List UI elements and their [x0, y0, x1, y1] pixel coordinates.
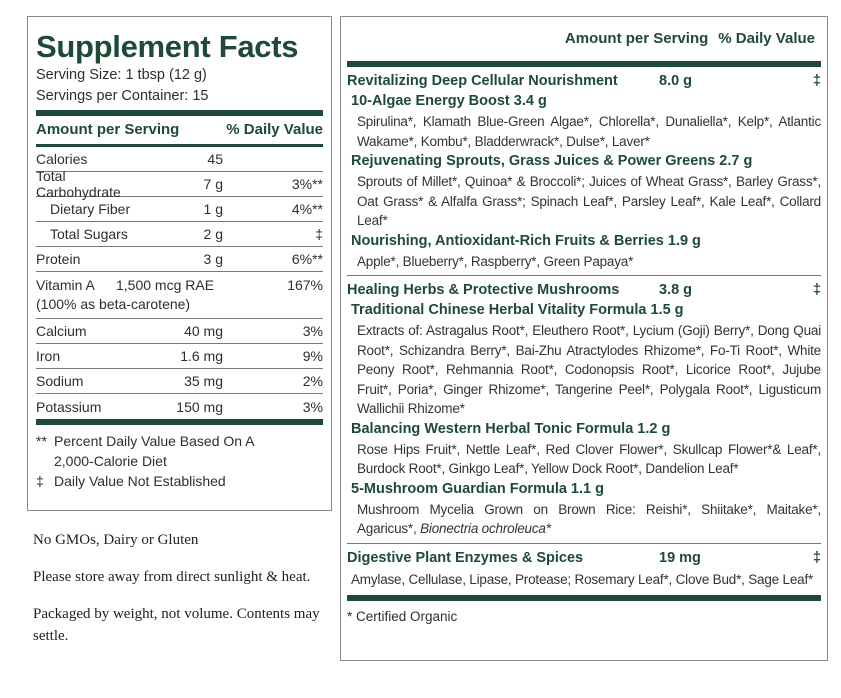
footnote-cont: 2,000-Calorie Diet: [36, 451, 323, 471]
nutrient-dv: 3%: [302, 398, 323, 415]
blend-title: Balancing Western Herbal Tonic Formula 1…: [351, 420, 671, 437]
footnote-symbol: **: [36, 433, 47, 449]
nutrient-dv: 6%**: [291, 251, 323, 267]
nutrient-dv: 167%: [287, 277, 323, 293]
blend-title: Traditional Chinese Herbal Vitality Form…: [351, 302, 684, 318]
blend-ingredients: Extracts of: Astragalus Root*, Eleuthero…: [357, 323, 821, 416]
nutrient-row-calories: Calories 45: [36, 147, 323, 172]
nutrient-name: Vitamin A: [36, 277, 95, 293]
nutrient-dv: 3%**: [291, 176, 323, 192]
section-title: Digestive Plant Enzymes & Spices: [347, 549, 584, 566]
nutrient-amount: 1 g: [203, 201, 223, 217]
amount-header: Amount per Serving: [564, 30, 709, 47]
divider-thick: [347, 595, 821, 601]
section-dv: ‡: [812, 73, 821, 89]
divider-thick: [347, 61, 821, 67]
certified-organic-note: * Certified Organic: [347, 609, 458, 624]
blend-title: Nourishing, Antioxidant-Rich Fruits & Be…: [351, 232, 701, 249]
section-header: Revitalizing Deep Cellular Nourishment 8.…: [347, 67, 821, 91]
nutrient-row-protein: Protein 3 g 6%**: [36, 247, 323, 272]
blend-title: 10-Algae Energy Boost 3.4 g: [351, 93, 547, 109]
blend-title: 5-Mushroom Guardian Formula 1.1 g: [351, 480, 604, 497]
nutrient-amount: 1.6 mg: [180, 348, 223, 364]
amount-header: Amount per Serving: [36, 121, 180, 138]
section-dv: ‡: [812, 549, 821, 566]
nutrient-amount: 3 g: [203, 251, 223, 267]
divider: [36, 144, 323, 147]
nutrient-amount: 45: [207, 151, 223, 167]
nutrient-dv: 9%: [302, 348, 323, 364]
nutrient-name: Potassium: [36, 398, 102, 415]
nutrient-name: Calories: [36, 151, 88, 167]
section-amount: 8.0 g: [659, 73, 693, 89]
note-storage: Please store away from direct sunlight &…: [33, 569, 311, 585]
nutrient-row-sugars: Total Sugars 2 g ‡: [36, 222, 323, 247]
supplement-facts-panel: Supplement Facts Serving Size: 1 tbsp (1…: [27, 16, 332, 511]
nutrient-amount: 2 g: [203, 226, 223, 242]
nutrient-name: Sodium: [36, 373, 84, 389]
section-amount: 3.8 g: [659, 282, 693, 298]
servings-per-container: Servings per Container: 15: [36, 88, 209, 104]
nutrient-name: Protein: [36, 251, 81, 267]
blend-ingredients: Rose Hips Fruit*, Nettle Leaf*, Red Clov…: [357, 441, 821, 477]
nutrient-dv: 2%: [302, 373, 323, 389]
panel-title: Supplement Facts: [36, 29, 299, 64]
blend-ingredients: Apple*, Blueberry*, Raspberry*, Green Pa…: [357, 253, 634, 269]
section-title: Revitalizing Deep Cellular Nourishment: [347, 73, 618, 89]
blend-ingredients: Spirulina*, Klamath Blue-Green Algae*, C…: [357, 114, 821, 149]
section-dv: ‡: [812, 282, 821, 298]
nutrient-name: Iron: [36, 348, 61, 364]
footnote-text: Daily Value Not Established: [54, 473, 226, 489]
section-header: Digestive Plant Enzymes & Spices 19 mg ‡: [347, 544, 821, 568]
nutrient-name: Total Sugars: [50, 226, 128, 242]
nutrient-amount: 1,500 mcg RAE: [116, 277, 215, 293]
section-amount: 19 mg: [659, 549, 701, 566]
divider: [347, 542, 821, 544]
footnote: ** Percent Daily Value Based On A: [36, 431, 323, 451]
nutrient-name: Dietary Fiber: [50, 201, 131, 217]
nutrient-row-potassium: Potassium 150 mg 3%: [36, 394, 323, 419]
nutrient-amount: 35 mg: [184, 373, 223, 389]
nutrient-amount: 150 mg: [176, 398, 223, 415]
ingredients-italic: Bionectria ochroleuca*: [420, 521, 551, 536]
note-no-gmo: No GMOs, Dairy or Gluten: [33, 532, 199, 548]
divider: [347, 275, 821, 276]
nutrient-row-carbohydrate: Total Carbohydrate 7 g 3%**: [36, 168, 323, 200]
section-ingredients: Amylase, Cellulase, Lipase, Protease; Ro…: [351, 571, 814, 587]
column-header: Amount per Serving % Daily Value: [36, 116, 323, 144]
footnote-text: Percent Daily Value Based On A: [54, 433, 255, 449]
blend-ingredients: Mushroom Mycelia Grown on Brown Rice: Re…: [347, 500, 821, 539]
divider-thick: [36, 419, 323, 425]
footnote-text: 2,000-Calorie Diet: [54, 453, 167, 469]
nutrient-amount: 7 g: [203, 176, 223, 192]
dv-header: % Daily Value: [226, 121, 323, 138]
column-header: Amount per Serving % Daily Value: [347, 17, 821, 61]
nutrient-row-iron: Iron 1.6 mg 9%: [36, 344, 323, 369]
dv-header: % Daily Value: [718, 30, 815, 47]
nutrient-amount: 40 mg: [184, 323, 223, 339]
section-title: Healing Herbs & Protective Mushrooms: [347, 282, 620, 298]
nutrient-note: (100% as beta-carotene): [36, 296, 191, 312]
nutrient-row-fiber: Dietary Fiber 1 g 4%**: [36, 197, 323, 222]
nutrient-row-sodium: Sodium 35 mg 2%: [36, 369, 323, 394]
footnote: ‡ Daily Value Not Established: [36, 471, 323, 491]
ingredients-text: Mushroom Mycelia Grown on Brown Rice: Re…: [357, 501, 821, 537]
divider-thick: [36, 110, 323, 116]
footnote-symbol: ‡: [36, 473, 44, 489]
nutrient-dv: 4%**: [291, 201, 323, 217]
serving-size: Serving Size: 1 tbsp (12 g): [36, 67, 207, 83]
nutrient-name: Total Carbohydrate: [36, 168, 121, 200]
section-header: Healing Herbs & Protective Mushrooms 3.8 …: [347, 276, 821, 300]
blend-title: Rejuvenating Sprouts, Grass Juices & Pow…: [351, 153, 753, 169]
ingredients-panel: Amount per Serving % Daily Value Revitali…: [340, 16, 828, 661]
nutrient-row-vitamin-a: Vitamin A 1,500 mcg RAE 167% (100% as beta-…: [36, 272, 323, 319]
nutrient-name: Calcium: [36, 323, 87, 339]
nutrient-row-calcium: Calcium 40 mg 3%: [36, 319, 323, 344]
nutrient-dv: 3%: [302, 323, 323, 339]
blend-ingredients: Sprouts of Millet*, Quinoa* & Broccoli*;…: [357, 174, 821, 228]
nutrient-dv: ‡: [315, 226, 323, 242]
note-packaging: Packaged by weight, not volume. Contents…: [33, 606, 320, 644]
footnotes: ** Percent Daily Value Based On A 2,000-C…: [36, 431, 323, 491]
